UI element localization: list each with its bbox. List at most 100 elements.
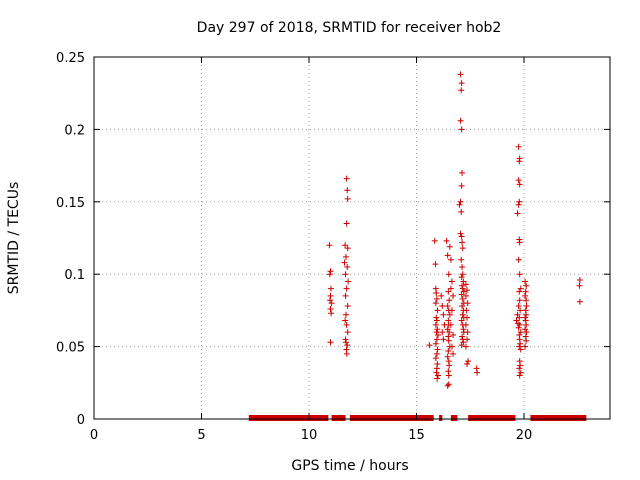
data-point	[344, 329, 351, 336]
data-point	[445, 381, 452, 388]
data-point	[328, 300, 335, 307]
data-point	[515, 201, 522, 208]
data-point	[516, 239, 523, 246]
data-point	[433, 295, 440, 302]
data-point	[522, 343, 529, 350]
data-point	[457, 117, 464, 124]
data-point	[459, 271, 466, 278]
data-point	[433, 317, 440, 324]
data-point	[457, 230, 464, 237]
data-point	[344, 195, 351, 202]
data-point	[341, 259, 348, 266]
data-point	[446, 329, 453, 336]
x-tick-label: 0	[90, 428, 98, 443]
data-point	[459, 285, 466, 292]
data-point	[344, 263, 351, 270]
data-point	[446, 362, 453, 369]
data-point	[343, 350, 350, 357]
data-point	[343, 321, 350, 328]
data-point	[343, 285, 350, 292]
data-point	[445, 288, 452, 295]
data-point	[458, 291, 465, 298]
data-point	[462, 343, 469, 350]
data-point	[327, 305, 334, 312]
data-point	[458, 274, 465, 281]
data-point	[458, 317, 465, 324]
data-point	[459, 169, 466, 176]
data-point	[516, 297, 523, 304]
axis-ticks: 0 5 10 15 20 0 0.05 0.1 0.15 0.2 0.25	[56, 51, 610, 443]
data-point	[462, 292, 469, 299]
data-point	[515, 256, 522, 263]
y-tick-label: 0.05	[56, 341, 85, 356]
data-point	[457, 71, 464, 78]
data-point	[327, 339, 334, 346]
data-point	[446, 243, 453, 250]
data-point	[458, 342, 465, 349]
data-point	[443, 237, 450, 244]
data-point	[464, 314, 471, 321]
data-point	[440, 311, 447, 318]
data-point	[464, 287, 471, 294]
data-point	[444, 252, 451, 259]
data-point	[516, 314, 523, 321]
chart-title: Day 297 of 2018, SRMTID for receiver hob…	[197, 20, 502, 36]
data-point	[474, 369, 481, 376]
data-point	[523, 321, 530, 328]
data-point	[517, 340, 524, 347]
y-tick-label: 0.15	[56, 196, 85, 211]
data-point	[448, 343, 455, 350]
data-point	[450, 292, 457, 299]
data-point	[343, 220, 350, 227]
data-points	[326, 71, 583, 389]
data-point	[445, 347, 452, 354]
data-point	[514, 210, 521, 217]
x-tick-label: 20	[516, 428, 533, 443]
data-point	[517, 307, 524, 314]
data-point	[457, 198, 464, 205]
data-point	[444, 382, 451, 389]
data-point	[515, 177, 522, 184]
data-point	[343, 175, 350, 182]
data-point	[465, 358, 472, 365]
data-point	[444, 303, 451, 310]
data-point	[447, 285, 454, 292]
y-tick-label: 0.25	[56, 51, 85, 66]
data-point	[462, 321, 469, 328]
data-point	[515, 324, 522, 331]
data-point	[459, 311, 466, 318]
data-point	[434, 307, 441, 314]
data-point	[516, 158, 523, 165]
data-point	[434, 346, 441, 353]
data-point	[432, 340, 439, 347]
data-point	[342, 311, 349, 318]
data-point	[342, 242, 349, 249]
data-point	[435, 332, 441, 339]
data-point	[576, 282, 583, 289]
data-point	[434, 326, 441, 333]
data-point	[458, 256, 465, 263]
data-point	[433, 350, 440, 357]
data-point	[462, 281, 469, 288]
data-point	[439, 303, 446, 310]
data-point	[516, 271, 523, 278]
y-tick-label: 0	[77, 413, 85, 428]
data-point	[576, 298, 583, 305]
data-point	[433, 336, 440, 343]
data-point	[450, 332, 457, 339]
data-point	[342, 339, 349, 346]
data-point	[459, 282, 466, 289]
data-point	[459, 245, 466, 252]
data-point	[464, 360, 471, 367]
data-point	[515, 303, 522, 310]
data-point	[448, 307, 455, 314]
data-point	[517, 362, 524, 369]
data-point	[435, 372, 441, 379]
data-point	[432, 300, 439, 307]
data-point	[456, 201, 463, 208]
data-point	[326, 271, 333, 278]
data-point	[458, 182, 465, 189]
data-point	[458, 80, 465, 87]
data-point	[432, 355, 439, 362]
